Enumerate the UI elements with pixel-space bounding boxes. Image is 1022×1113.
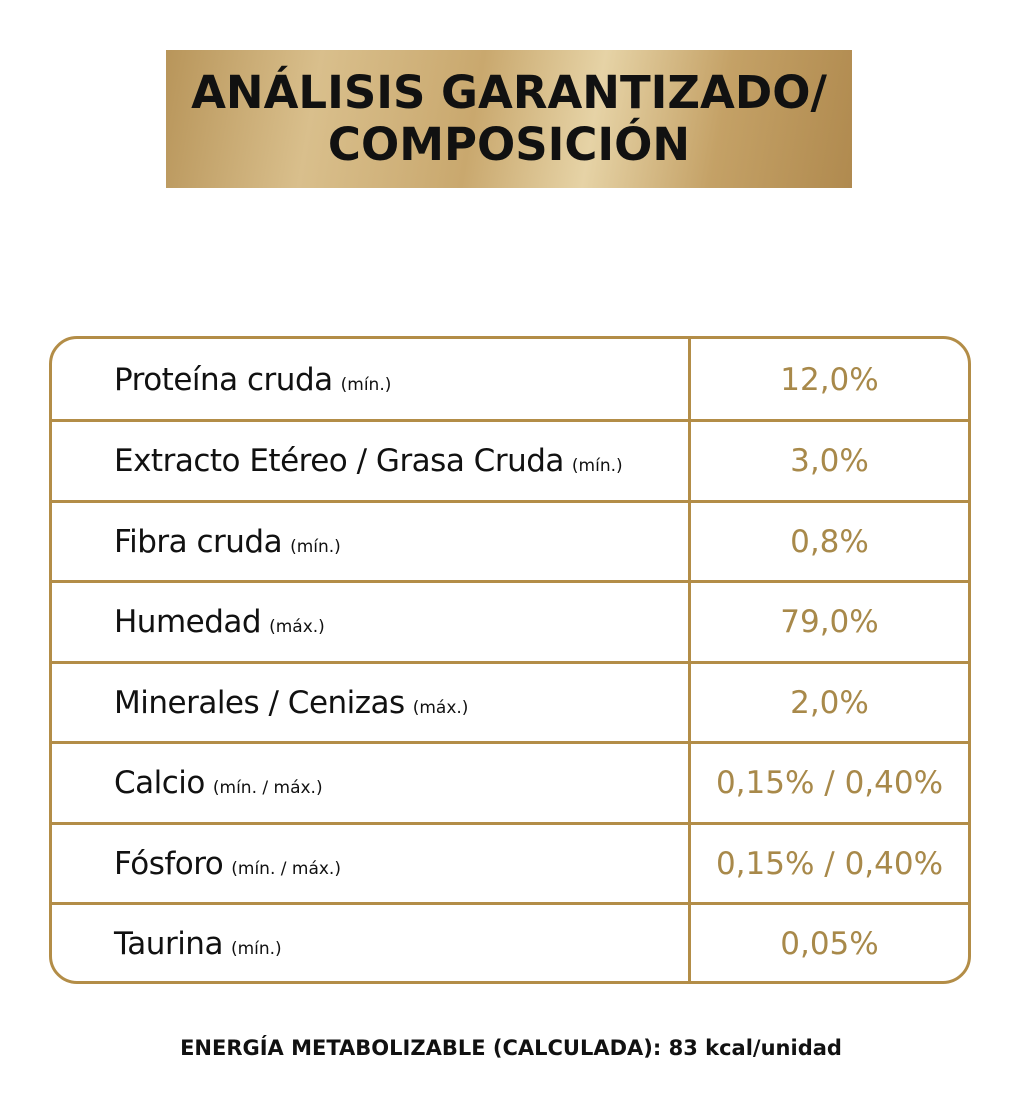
row-qualifier: (mín.) [290,537,341,557]
row-qualifier: (mín. / máx.) [212,778,323,798]
table-row: Fósforo (mín. / máx.) 0,15% / 0,40% [52,822,968,903]
table-row: Taurina (mín.) 0,05% [52,902,968,981]
row-label: Taurina [114,926,223,962]
energy-footer: ENERGÍA METABOLIZABLE (CALCULADA): 83 kc… [180,1036,842,1060]
row-label-cell: Calcio (mín. / máx.) [52,744,691,822]
row-label-cell: Fósforo (mín. / máx.) [52,825,691,903]
row-label-cell: Humedad (máx.) [52,583,691,661]
row-label: Humedad [114,604,262,640]
row-value: 0,15% / 0,40% [715,846,944,882]
row-label: Proteína cruda [114,361,333,398]
table-row: Calcio (mín. / máx.) 0,15% / 0,40% [52,741,968,822]
row-label-cell: Extracto Etéreo / Grasa Cruda (mín.) [52,422,691,500]
row-label: Fibra cruda [114,524,283,560]
row-label-cell: Proteína cruda (mín.) [52,339,691,420]
row-label-cell: Minerales / Cenizas (máx.) [52,664,691,742]
row-qualifier: (máx.) [412,698,469,718]
row-qualifier: (máx.) [269,617,325,637]
table-row: Extracto Etéreo / Grasa Cruda (mín.) 3,0… [52,419,968,500]
row-label: Fósforo [114,846,224,882]
title-banner: ANÁLISIS GARANTIZADO/ COMPOSICIÓN [166,50,852,188]
title-line-1: ANÁLISIS GARANTIZADO/ [191,66,827,119]
row-qualifier: (mín.) [230,939,282,959]
table-row: Humedad (máx.) 79,0% [52,580,968,661]
row-value: 12,0% [780,361,879,398]
row-value: 0,8% [790,524,869,560]
row-qualifier: (mín.) [571,456,623,476]
row-label-cell: Fibra cruda (mín.) [52,503,691,581]
analysis-table: Proteína cruda (mín.) 12,0% Extracto Eté… [49,336,971,984]
row-label-cell: Taurina (mín.) [52,905,691,981]
row-value: 79,0% [780,604,879,640]
row-value: 3,0% [790,443,869,479]
row-label: Calcio [114,765,205,801]
row-value: 2,0% [790,685,869,721]
table-row: Fibra cruda (mín.) 0,8% [52,500,968,581]
row-qualifier: (mín.) [340,374,392,395]
title-line-2: COMPOSICIÓN [327,118,691,171]
table-row: Proteína cruda (mín.) 12,0% [52,339,968,420]
row-value: 0,15% / 0,40% [715,765,944,801]
row-label: Extracto Etéreo / Grasa Cruda [114,443,564,479]
row-label: Minerales / Cenizas [114,685,405,721]
row-qualifier: (mín. / máx.) [231,859,341,879]
table-row: Minerales / Cenizas (máx.) 2,0% [52,661,968,742]
row-value: 0,05% [780,926,879,962]
